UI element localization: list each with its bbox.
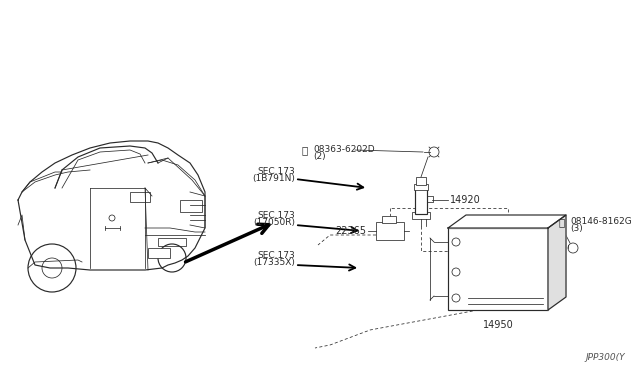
Bar xyxy=(180,200,202,212)
Text: 14950: 14950 xyxy=(483,320,513,330)
Text: JPP300(Y: JPP300(Y xyxy=(586,353,625,362)
Bar xyxy=(376,222,404,240)
Text: 08363-6202D: 08363-6202D xyxy=(313,144,374,154)
Text: 22365: 22365 xyxy=(335,226,366,236)
Text: Ⓑ: Ⓑ xyxy=(559,217,565,227)
Bar xyxy=(130,192,150,202)
Bar xyxy=(448,228,548,310)
Bar xyxy=(382,216,396,223)
Text: (17050R): (17050R) xyxy=(253,218,295,227)
Text: Ⓢ: Ⓢ xyxy=(302,145,308,155)
Polygon shape xyxy=(548,215,566,310)
Text: SEC.173: SEC.173 xyxy=(257,250,295,260)
Text: 14920: 14920 xyxy=(450,195,481,205)
Bar xyxy=(416,177,426,185)
Text: (3): (3) xyxy=(570,224,583,234)
Bar xyxy=(414,184,428,190)
Text: (2): (2) xyxy=(313,151,326,160)
Text: (17335X): (17335X) xyxy=(253,257,295,266)
Polygon shape xyxy=(448,215,566,228)
Bar xyxy=(412,212,430,219)
Bar xyxy=(158,238,186,246)
Text: 08146-8162G: 08146-8162G xyxy=(570,217,632,225)
Text: SEC.173: SEC.173 xyxy=(257,211,295,219)
Bar xyxy=(148,248,170,258)
Text: (1B791N): (1B791N) xyxy=(252,174,295,183)
Text: SEC.173: SEC.173 xyxy=(257,167,295,176)
Bar xyxy=(415,188,427,214)
